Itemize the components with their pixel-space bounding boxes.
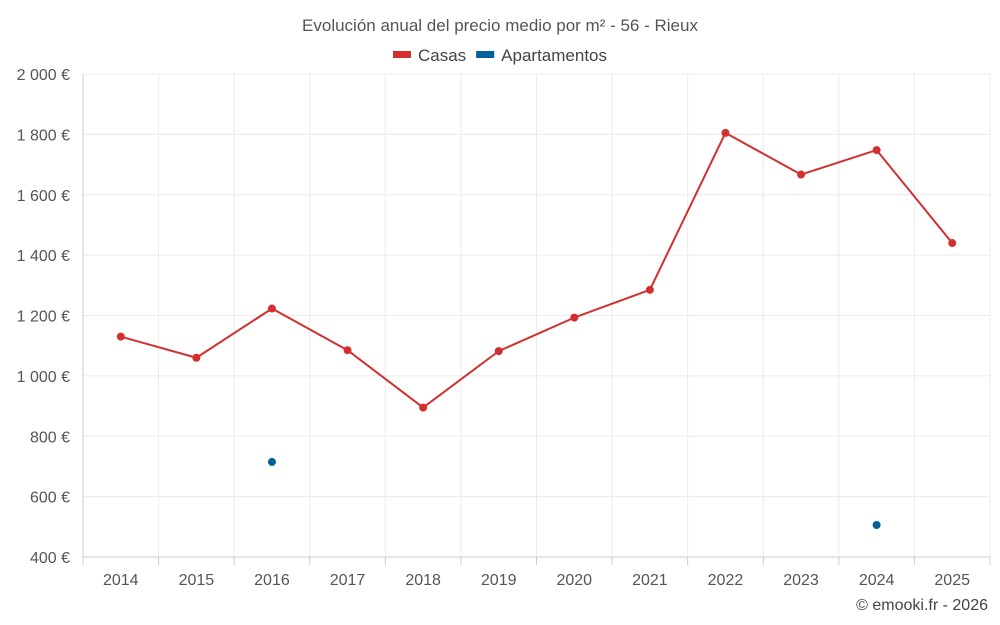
data-point [343,346,352,355]
x-tick-label: 2017 [330,572,366,589]
data-point [570,313,579,322]
data-point [494,347,503,356]
data-point [872,521,881,530]
y-tick-label: 2 000 € [17,67,70,84]
series-layer [116,128,957,530]
chart-title: Evolución anual del precio medio por m² … [302,16,698,35]
x-tick-label: 2016 [254,572,290,589]
x-tick-label: 2018 [405,572,441,589]
data-point [721,128,730,137]
x-tick-label: 2021 [632,572,668,589]
y-tick-label: 400 € [30,550,70,567]
data-point [419,403,428,412]
series-casas [116,128,957,412]
y-tick-label: 800 € [30,429,70,446]
x-tick-label: 2025 [934,572,970,589]
series-apartamentos [267,457,881,530]
axes: 400 € 600 € 800 € 1 000 € 1 200 € 1 400 € 1 60… [17,67,991,589]
y-tick-label: 1 000 € [17,369,70,386]
data-point [645,285,654,294]
legend: Casas Apartamentos [392,46,607,65]
y-tick-label: 1 200 € [17,309,70,326]
x-tick-label: 2022 [708,572,744,589]
legend-swatch [392,51,411,58]
data-point [267,457,276,466]
x-tick-label: 2014 [103,572,139,589]
grid [82,73,991,558]
data-point [116,332,125,341]
legend-swatch [476,51,495,58]
data-point [797,170,806,179]
data-point [872,146,881,155]
y-tick-label: 1 400 € [17,248,70,265]
x-tick-label: 2023 [783,572,819,589]
data-point [267,304,276,313]
y-tick-label: 600 € [30,490,70,507]
legend-label: Casas [418,46,466,65]
y-tick-label: 1 600 € [17,188,70,205]
x-tick-label: 2015 [179,572,215,589]
x-tick-label: 2024 [859,572,895,589]
legend-label: Apartamentos [501,46,607,65]
series-line [120,131,953,409]
x-tick-label: 2020 [556,572,592,589]
x-tick-label: 2019 [481,572,517,589]
y-tick-label: 1 800 € [17,127,70,144]
credit-text: © emooki.fr - 2026 [856,597,988,614]
data-point [948,239,957,248]
data-point [192,353,201,362]
